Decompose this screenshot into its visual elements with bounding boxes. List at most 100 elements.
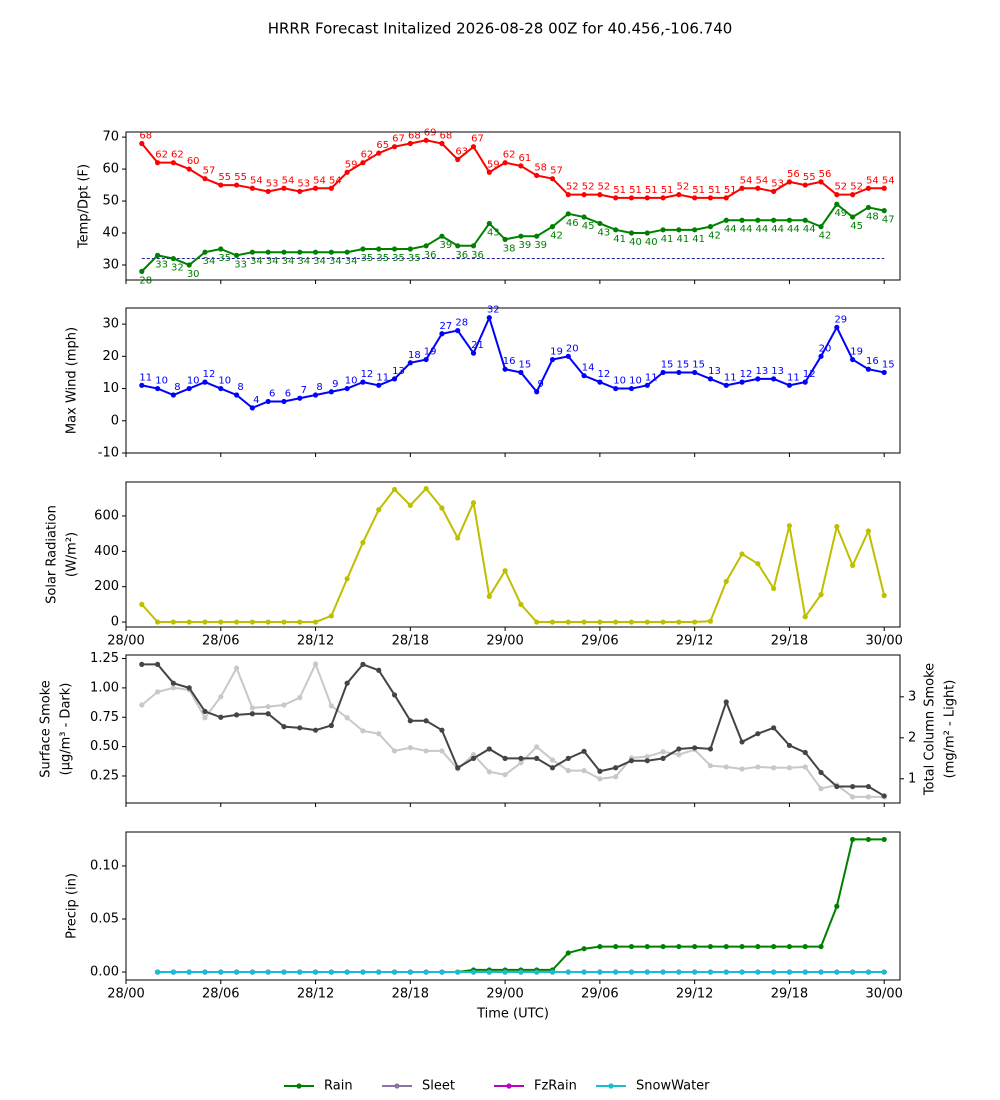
point (613, 774, 619, 780)
data-label: 12 (361, 369, 374, 380)
data-label: 42 (819, 231, 832, 242)
data-label: 35 (376, 253, 389, 264)
x-tick-label: 29/12 (676, 634, 713, 649)
point (818, 943, 824, 950)
point (644, 754, 650, 760)
data-label: 53 (771, 178, 784, 189)
data-label: 35 (361, 253, 374, 264)
point (786, 765, 793, 771)
point (423, 137, 429, 143)
data-label: 34 (203, 256, 216, 267)
point (597, 776, 603, 782)
data-label: 38 (503, 243, 516, 254)
point (518, 369, 524, 376)
point (376, 507, 382, 513)
point (376, 667, 382, 673)
point (470, 500, 477, 506)
point (297, 725, 303, 731)
point (281, 702, 287, 708)
point (423, 969, 429, 975)
point (692, 195, 698, 201)
point (534, 233, 540, 239)
point (739, 217, 745, 223)
data-label: 44 (771, 224, 784, 235)
point (613, 619, 619, 625)
data-label: 41 (676, 234, 689, 245)
y-tick-label: 70 (102, 130, 119, 145)
point (486, 220, 492, 227)
point (439, 233, 445, 239)
y-tick-label: 0.10 (90, 858, 119, 873)
point (644, 969, 650, 975)
x-tick-label: 28/06 (202, 987, 239, 1002)
point (739, 185, 745, 191)
point (660, 943, 666, 950)
data-label: 35 (218, 253, 231, 264)
point (312, 185, 319, 191)
y-tick-label: 50 (102, 194, 119, 209)
point (249, 969, 255, 975)
point (328, 185, 334, 191)
point (518, 163, 524, 169)
point (344, 169, 350, 175)
point (565, 969, 571, 975)
point (502, 755, 508, 761)
data-label: 33 (155, 259, 168, 270)
point (218, 385, 224, 392)
point (439, 140, 445, 147)
point (170, 685, 176, 691)
legend-marker (506, 1083, 512, 1089)
y-tick-label: 30 (102, 257, 119, 272)
point (486, 769, 492, 775)
point (154, 160, 161, 166)
data-label: 41 (692, 234, 705, 245)
data-label: 19 (850, 347, 863, 358)
point (186, 166, 192, 172)
point (518, 233, 524, 239)
point (865, 185, 872, 191)
point (265, 398, 271, 405)
point (186, 385, 192, 392)
point (865, 204, 872, 211)
point (407, 718, 413, 724)
data-label: 46 (566, 218, 579, 229)
point (470, 243, 477, 249)
point (818, 179, 824, 185)
point (660, 969, 666, 975)
point (281, 724, 287, 730)
point (154, 969, 161, 975)
point (154, 252, 161, 258)
point (423, 485, 429, 492)
point (391, 692, 398, 698)
point (755, 376, 761, 382)
data-label: 13 (708, 366, 721, 377)
point (360, 728, 366, 734)
y-axis-label: Surface Smoke (39, 680, 54, 778)
data-label: 54 (313, 175, 326, 186)
data-label: 54 (740, 175, 753, 186)
point (486, 169, 492, 175)
point (565, 619, 571, 625)
point (455, 327, 461, 334)
point (818, 769, 824, 776)
data-label: 6 (285, 388, 291, 399)
point (881, 592, 887, 599)
point (850, 192, 856, 198)
point (549, 619, 556, 625)
point (154, 619, 161, 625)
point (660, 749, 666, 755)
point (865, 528, 872, 534)
x-tick-label: 29/18 (771, 987, 808, 1002)
point (344, 249, 350, 255)
point (249, 405, 255, 411)
data-label: 41 (661, 234, 674, 245)
x-tick-label: 29/12 (676, 987, 713, 1002)
data-label: 13 (392, 366, 405, 377)
point (597, 943, 603, 950)
data-label: 54 (250, 175, 263, 186)
point (391, 969, 398, 975)
point (818, 969, 824, 975)
point (376, 150, 382, 156)
point (786, 217, 793, 223)
data-label: 60 (187, 156, 200, 167)
